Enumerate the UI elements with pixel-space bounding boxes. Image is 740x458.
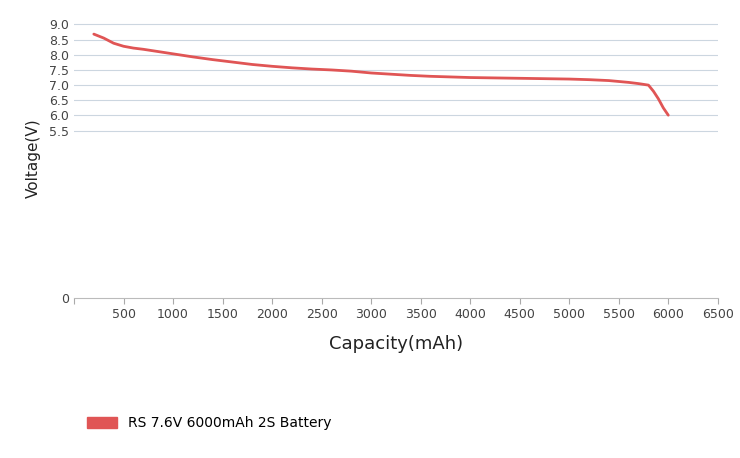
- Y-axis label: Voltage(V): Voltage(V): [26, 118, 41, 198]
- Legend: RS 7.6V 6000mAh 2S Battery: RS 7.6V 6000mAh 2S Battery: [81, 411, 337, 436]
- X-axis label: Capacity(mAh): Capacity(mAh): [329, 335, 463, 353]
